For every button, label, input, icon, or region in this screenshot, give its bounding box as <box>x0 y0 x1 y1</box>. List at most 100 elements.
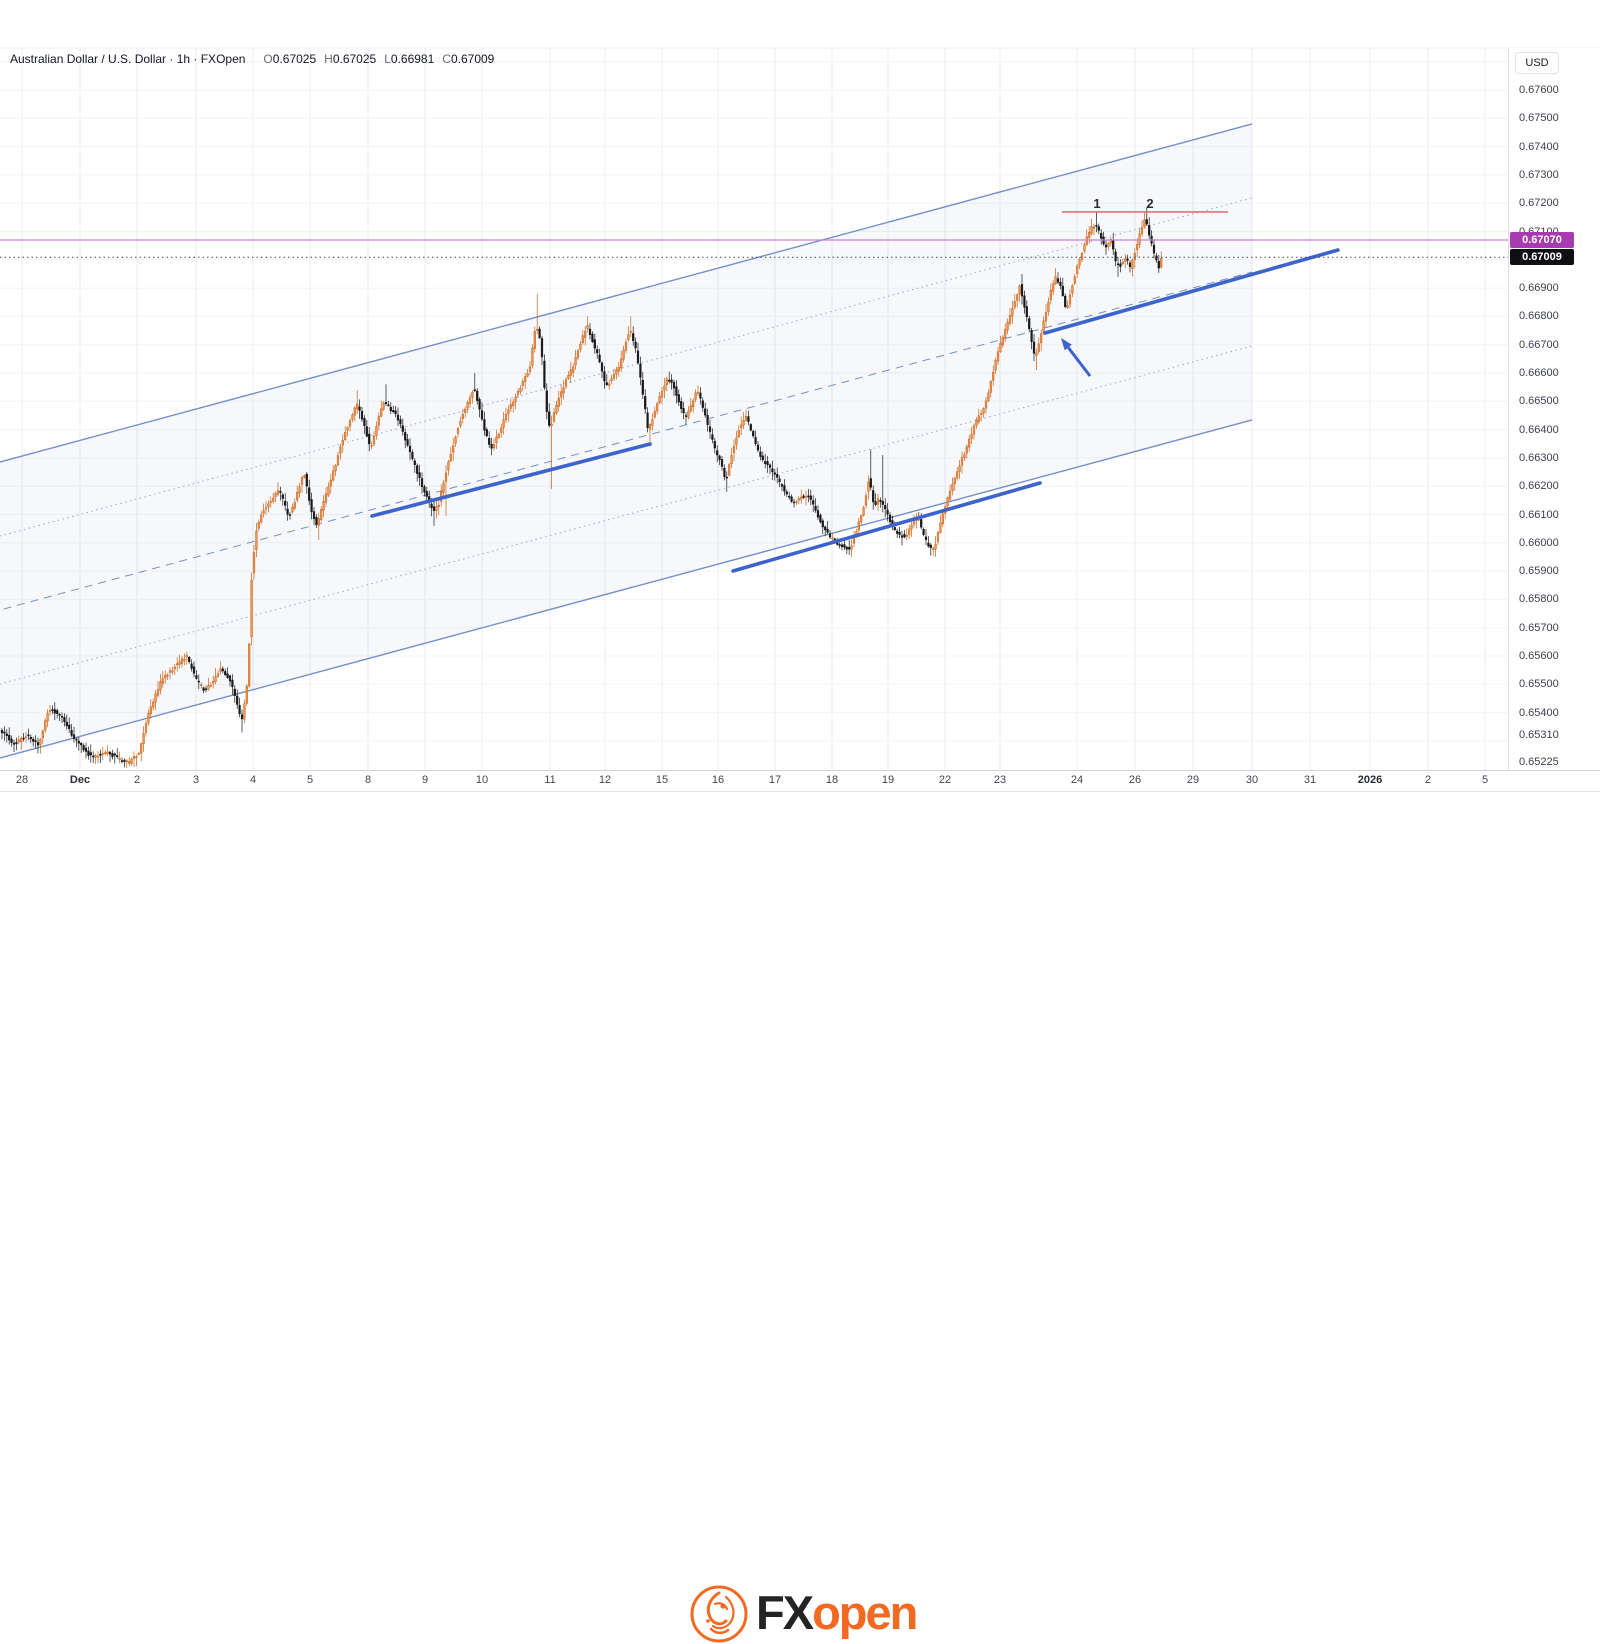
candle-up <box>118 758 121 760</box>
candle-down <box>416 465 419 474</box>
candle-up <box>504 413 508 420</box>
low-label: L <box>384 52 391 66</box>
candle-down <box>636 350 640 364</box>
time-tick-label[interactable]: 28 <box>15 774 29 786</box>
candle-down <box>591 333 594 342</box>
time-tick-label[interactable]: 18 <box>825 774 839 786</box>
price-tick-label: 0.66800 <box>1519 310 1559 323</box>
time-tick-label[interactable]: 3 <box>192 774 200 786</box>
candle-up <box>1073 276 1076 284</box>
candle-up <box>214 676 217 682</box>
price-tick-label: 0.67400 <box>1519 140 1559 153</box>
candle-up <box>291 506 294 513</box>
arrow-shaft <box>1067 346 1092 377</box>
candle-up <box>461 414 464 420</box>
time-tick-label[interactable]: 30 <box>1245 774 1259 786</box>
time-tick-label[interactable]: 31 <box>1303 774 1317 786</box>
candle-up <box>159 681 162 691</box>
time-tick-label[interactable]: 2 <box>1424 774 1432 786</box>
candle-down <box>1064 295 1067 307</box>
currency-label[interactable]: USD <box>1515 52 1559 74</box>
candle-up <box>1071 285 1074 294</box>
time-tick-label[interactable]: 15 <box>655 774 669 786</box>
candle-up <box>584 330 587 338</box>
candle-down <box>27 734 30 737</box>
candle-up <box>660 390 664 398</box>
candle-up <box>999 342 1002 353</box>
time-tick-label[interactable]: 12 <box>598 774 612 786</box>
time-tick-label[interactable]: 19 <box>881 774 895 786</box>
candle-down <box>65 721 68 727</box>
candle-up <box>382 402 385 410</box>
time-tick-label[interactable]: 2026 <box>1357 774 1383 786</box>
time-tick-label[interactable]: 16 <box>711 774 725 786</box>
candle-down <box>190 663 193 669</box>
candle-down <box>888 514 892 523</box>
candle-up <box>692 400 695 408</box>
candle-up <box>1008 315 1012 324</box>
time-tick-label[interactable]: 9 <box>421 774 429 786</box>
candle-up <box>612 374 616 379</box>
candle-up <box>274 492 277 498</box>
candle-up <box>437 504 440 508</box>
candle-up <box>864 495 868 506</box>
time-tick-label[interactable]: 23 <box>993 774 1007 786</box>
candle-up <box>987 392 990 401</box>
candle-up <box>552 412 556 422</box>
candle-up <box>173 666 176 670</box>
candle-down <box>360 411 364 420</box>
time-axis[interactable]: 28 Dec 2 3 4 5 8 9 10 11 12 15 16 17 18 19 22 23 24 26 29 30 3… <box>0 770 1600 792</box>
candle-up <box>200 684 203 686</box>
time-tick-label[interactable]: 5 <box>1481 774 1489 786</box>
candle-up <box>980 413 983 415</box>
time-tick-label[interactable]: Dec <box>69 774 91 786</box>
candle-up <box>557 397 560 407</box>
candle-up <box>1011 308 1014 317</box>
price-chart[interactable] <box>0 0 1600 879</box>
candle-down <box>228 675 232 682</box>
candle-up <box>689 405 692 412</box>
time-tick-label[interactable]: 2 <box>133 774 141 786</box>
time-tick-label[interactable]: 5 <box>306 774 314 786</box>
candle-up <box>965 446 968 454</box>
candle-down <box>759 451 762 457</box>
channel-fill <box>0 123 1252 759</box>
candle-up <box>934 543 937 550</box>
candle-down <box>903 534 906 538</box>
candle-down <box>680 401 683 409</box>
candle-down <box>768 464 772 468</box>
time-tick-label[interactable]: 22 <box>938 774 952 786</box>
chart-plot-area[interactable] <box>0 48 1508 770</box>
time-tick-label[interactable]: 26 <box>1128 774 1142 786</box>
time-tick-label[interactable]: 11 <box>544 774 556 786</box>
candle-up <box>348 420 352 427</box>
candle-up <box>327 486 330 496</box>
candle-down <box>766 461 769 465</box>
time-tick-label[interactable]: 10 <box>475 774 489 786</box>
candle-up <box>248 643 251 687</box>
candle-up <box>651 419 654 426</box>
candle-up <box>176 663 179 666</box>
candle-up <box>370 444 373 447</box>
price-axis[interactable]: USD 0.67600 0.67500 0.67400 0.67300 0.67200 0… <box>1508 48 1600 790</box>
candle-up <box>344 431 347 441</box>
candle-down <box>802 495 805 498</box>
candle-down <box>75 738 78 741</box>
candle-down <box>588 328 592 335</box>
time-tick-label[interactable]: 24 <box>1070 774 1084 786</box>
candle-down <box>1104 244 1108 248</box>
time-tick-label[interactable]: 17 <box>768 774 782 786</box>
last-price-badge[interactable]: 0.67009 <box>1510 249 1574 266</box>
candle-up <box>857 521 860 531</box>
time-tick-label[interactable]: 8 <box>364 774 372 786</box>
time-tick-label[interactable]: 4 <box>249 774 257 786</box>
alert-price-badge[interactable]: 0.67070 <box>1510 231 1574 248</box>
time-tick-label[interactable]: 29 <box>1186 774 1200 786</box>
candle-up <box>862 507 865 516</box>
candle-down <box>718 455 721 460</box>
candle-up <box>989 380 992 393</box>
support-trendline-1 <box>370 442 652 518</box>
symbol-title[interactable]: Australian Dollar / U.S. Dollar · 1h · F… <box>10 52 246 66</box>
candle-down <box>824 526 827 531</box>
candle-up <box>627 334 630 340</box>
